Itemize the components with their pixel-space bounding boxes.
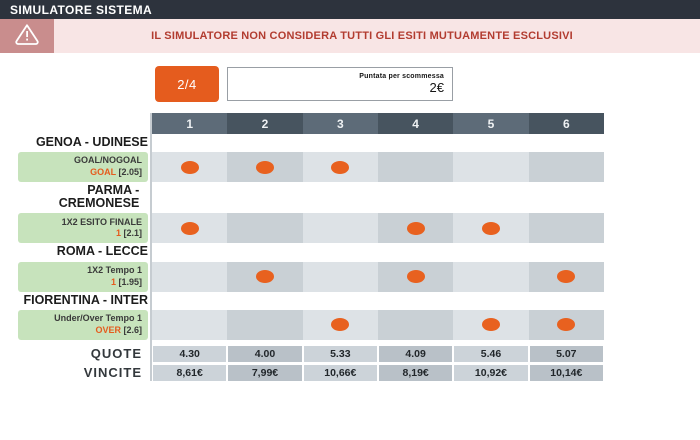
quote-label: QUOTE: [90, 346, 142, 362]
bet-market: GOAL/NOGOAL: [74, 155, 142, 166]
bet-row: 1X2 Tempo 1 1 [1.95]: [0, 261, 604, 292]
bet-market: Under/Over Tempo 1: [54, 312, 142, 323]
match-name: PARMA - CREMONESE: [58, 183, 140, 211]
vincite-value: 10,66€: [303, 364, 377, 381]
bet-pick: OVER [2.6]: [95, 324, 142, 335]
vincite-row: VINCITE 8,61€ 7,99€ 10,66€ 8,19€ 10,92€ …: [0, 364, 604, 381]
column-header: 6: [528, 113, 604, 134]
bet-selection-chip[interactable]: 1X2 Tempo 1 1 [1.95]: [18, 261, 148, 292]
match-name-row: GENOA - UDINESE: [0, 135, 604, 150]
selection-dot: [255, 270, 274, 283]
quote-value: 5.46: [454, 345, 528, 362]
selection-dot: [255, 160, 274, 174]
bet-row: GOAL/NOGOAL GOAL [2.05]: [0, 152, 604, 183]
selection-dot: [481, 318, 500, 332]
bet-row: Under/Over Tempo 1 OVER [2.6]: [0, 309, 604, 340]
warning-text: IL SIMULATORE NON CONSIDERA TUTTI GLI ES…: [151, 30, 573, 42]
bet-row: 1X2 ESITO FINALE 1 [2.1]: [0, 213, 604, 244]
vincite-value: 8,19€: [378, 364, 453, 381]
title-bar: SIMULATORE SISTEMA: [0, 0, 700, 19]
column-header-row: 1 2 3 4 5 6: [0, 113, 604, 134]
quote-value: 4.09: [378, 345, 453, 362]
bet-selection-chip[interactable]: GOAL/NOGOAL GOAL [2.05]: [18, 152, 148, 183]
page-title: SIMULATORE SISTEMA: [10, 2, 153, 17]
column-header: 2: [227, 113, 303, 134]
vincite-value: 8,61€: [153, 364, 227, 381]
column-header: 4: [377, 113, 454, 134]
warning-icon-box: [0, 19, 54, 53]
vincite-label: VINCITE: [83, 365, 142, 381]
selection-dot: [557, 270, 576, 283]
selection-dot: [180, 160, 199, 174]
system-table: 1 2 3 4 5 6 GENOA - UDINESE GOAL/NOGOAL …: [0, 113, 700, 381]
match-name-row: FIORENTINA - INTER: [0, 293, 604, 308]
selection-dot: [331, 318, 350, 332]
stake-per-bet-input[interactable]: Puntata per scommessa 2€: [227, 67, 453, 101]
column-header: 5: [453, 113, 529, 134]
bet-selection-chip[interactable]: Under/Over Tempo 1 OVER [2.6]: [18, 309, 148, 340]
combination-count-badge[interactable]: 2/4: [155, 66, 219, 102]
vincite-value: 7,99€: [228, 364, 302, 381]
bet-pick: 1 [1.95]: [110, 276, 142, 287]
selection-dot: [557, 318, 576, 332]
match-name: FIORENTINA - INTER: [23, 292, 148, 307]
quote-value: 4.00: [228, 345, 302, 362]
bet-market: 1X2 Tempo 1: [87, 264, 142, 275]
bet-pick: GOAL [2.05]: [90, 167, 142, 178]
warning-triangle-icon: [14, 23, 40, 50]
match-name-row: PARMA - CREMONESE: [0, 183, 604, 211]
warning-banner: IL SIMULATORE NON CONSIDERA TUTTI GLI ES…: [0, 19, 700, 53]
stake-value: 2€: [429, 80, 444, 95]
match-name: ROMA - LECCE: [56, 244, 148, 259]
quote-value: 5.33: [303, 345, 377, 362]
vincite-value: 10,14€: [529, 364, 603, 381]
vincite-value: 10,92€: [454, 364, 528, 381]
column-header: 1: [152, 113, 228, 134]
selection-dot: [481, 221, 500, 235]
selection-dot: [180, 221, 199, 235]
column-header: 3: [302, 113, 378, 134]
selection-dot: [406, 221, 425, 235]
bet-selection-chip[interactable]: 1X2 ESITO FINALE 1 [2.1]: [18, 213, 148, 244]
quote-value: 4.30: [153, 345, 227, 362]
quote-value: 5.07: [529, 345, 603, 362]
stake-label: Puntata per scommessa: [359, 73, 444, 80]
match-name: GENOA - UDINESE: [35, 135, 148, 149]
selection-dot: [406, 270, 425, 283]
bet-market: 1X2 ESITO FINALE: [61, 216, 142, 227]
bet-pick: 1 [2.1]: [115, 228, 142, 239]
selection-dot: [331, 160, 350, 174]
match-name-row: ROMA - LECCE: [0, 244, 604, 259]
quote-row: QUOTE 4.30 4.00 5.33 4.09 5.46 5.07: [0, 345, 604, 362]
controls-row: 2/4 Puntata per scommessa 2€: [155, 66, 700, 102]
